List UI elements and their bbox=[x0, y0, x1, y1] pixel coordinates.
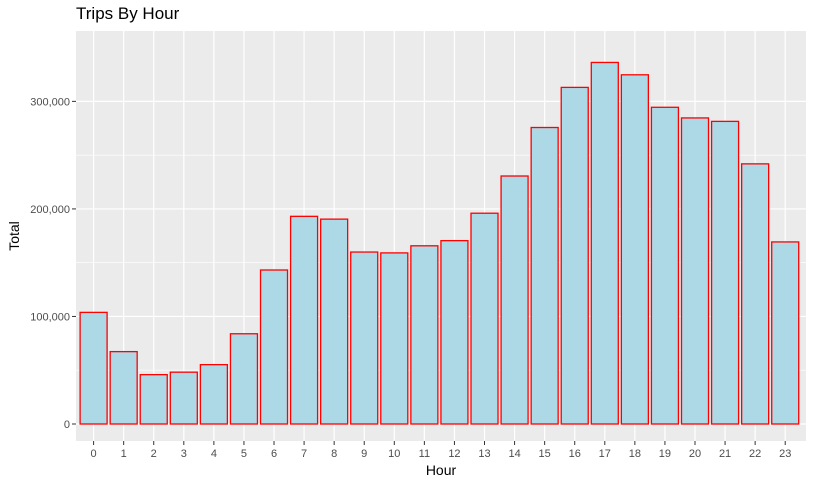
bar-hour-12 bbox=[440, 239, 469, 425]
bar-hour-9 bbox=[350, 251, 379, 425]
x-tick-label: 20 bbox=[689, 448, 701, 460]
x-tick-label: 8 bbox=[331, 448, 337, 460]
bar-hour-21 bbox=[710, 120, 740, 425]
bar-hour-15 bbox=[530, 126, 559, 425]
x-tick-label: 15 bbox=[539, 448, 551, 460]
bars bbox=[79, 61, 800, 425]
bar-hour-7 bbox=[289, 215, 319, 425]
x-tick-label: 17 bbox=[599, 448, 611, 460]
bar-hour-2 bbox=[139, 373, 168, 425]
bar-hour-3 bbox=[169, 371, 198, 425]
y-tick-label: 300,000 bbox=[30, 96, 70, 108]
x-tick-label: 9 bbox=[361, 448, 367, 460]
bar-hour-22 bbox=[740, 163, 770, 425]
x-tick-label: 2 bbox=[151, 448, 157, 460]
y-axis: 0 100,000 200,000 300,000 bbox=[30, 96, 76, 431]
x-tick-label: 4 bbox=[211, 448, 217, 460]
bar-hour-11 bbox=[410, 245, 439, 425]
chart-title: Trips By Hour bbox=[76, 4, 180, 23]
x-tick-label: 23 bbox=[779, 448, 791, 460]
bar-hour-1 bbox=[109, 350, 138, 425]
bar-hour-8 bbox=[320, 218, 349, 425]
x-tick-label: 22 bbox=[749, 448, 761, 460]
x-tick-label: 6 bbox=[271, 448, 277, 460]
bar-hour-14 bbox=[500, 175, 529, 425]
x-tick-label: 5 bbox=[241, 448, 247, 460]
x-tick-label: 18 bbox=[629, 448, 641, 460]
bar-hour-18 bbox=[620, 74, 650, 425]
bar-hour-0 bbox=[79, 311, 108, 425]
x-tick-label: 3 bbox=[181, 448, 187, 460]
x-tick-label: 10 bbox=[388, 448, 400, 460]
x-tick-label: 16 bbox=[569, 448, 581, 460]
y-tick-label: 200,000 bbox=[30, 204, 70, 216]
x-tick-label: 11 bbox=[419, 448, 430, 460]
x-tick-label: 13 bbox=[478, 448, 490, 460]
x-axis-title: Hour bbox=[426, 462, 457, 478]
x-tick-label: 21 bbox=[719, 448, 731, 460]
x-tick-label: 12 bbox=[448, 448, 460, 460]
bar-hour-16 bbox=[560, 86, 589, 425]
y-axis-title: Total bbox=[6, 221, 22, 251]
bar-hour-5 bbox=[229, 333, 259, 425]
x-tick-label: 19 bbox=[659, 448, 671, 460]
x-tick-label: 1 bbox=[121, 448, 127, 460]
bar-hour-13 bbox=[470, 212, 499, 425]
x-tick-label: 0 bbox=[91, 448, 97, 460]
bar-hour-17 bbox=[590, 61, 619, 425]
bar-hour-6 bbox=[259, 269, 289, 425]
bar-hour-20 bbox=[680, 117, 710, 425]
y-tick-label: 0 bbox=[64, 419, 70, 431]
x-tick-label: 14 bbox=[508, 448, 520, 460]
bar-hour-10 bbox=[380, 252, 409, 425]
bar-hour-23 bbox=[771, 241, 800, 425]
bar-hour-19 bbox=[650, 106, 680, 425]
y-tick-label: 100,000 bbox=[30, 311, 70, 323]
x-tick-label: 7 bbox=[301, 448, 307, 460]
bar-hour-4 bbox=[199, 363, 229, 425]
x-axis: 0 1 2 3 4 5 6 7 8 9 10 11 12 13 14 15 16 17 18 19 20 21 22 23 bbox=[91, 441, 791, 460]
